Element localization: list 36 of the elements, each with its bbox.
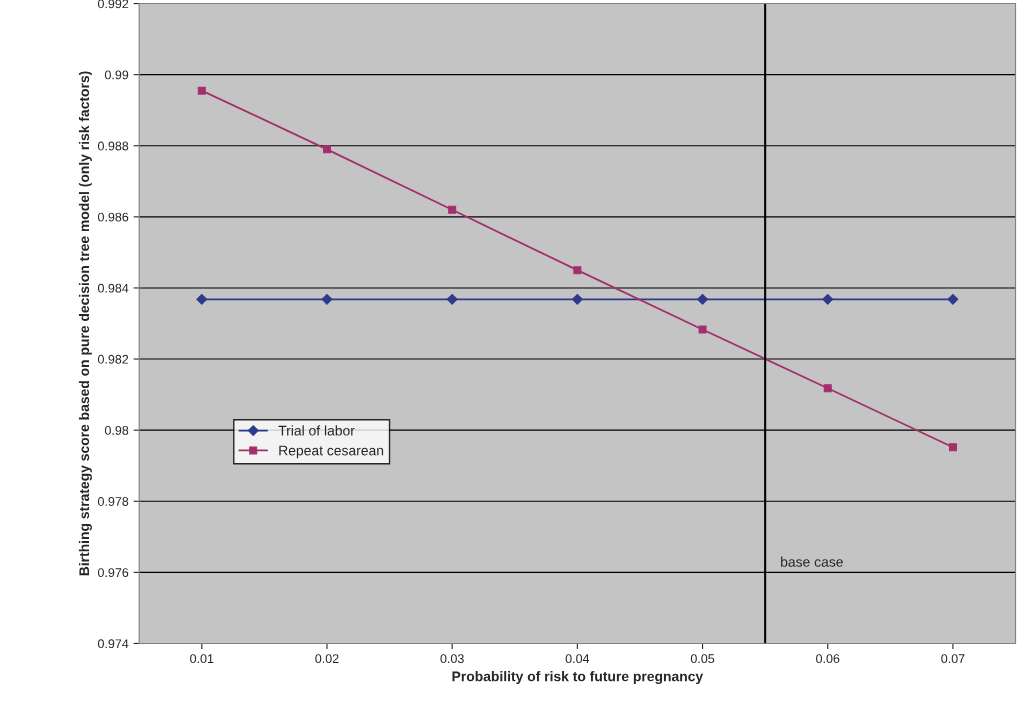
- point: [446, 293, 458, 305]
- y-tick-label: 0.988: [97, 141, 129, 151]
- x-tick-label: 0.07: [941, 654, 965, 664]
- legend-label: Repeat cesarean: [279, 445, 384, 459]
- x-tick-label: 0.02: [315, 654, 339, 664]
- y-tick-label: 0.976: [97, 568, 129, 578]
- point: [322, 145, 331, 154]
- x-tick-label: 0.06: [816, 654, 840, 664]
- x-tick-label: 0.01: [190, 654, 214, 664]
- point: [196, 293, 208, 305]
- y-tick-label: 0.986: [97, 212, 129, 222]
- y-tick-label: 0.98: [104, 425, 129, 435]
- y-tick-label: 0.982: [97, 354, 129, 364]
- ref-line-label: base case: [781, 556, 843, 567]
- y-axis-title: Birthing strategy score based on pure decision tree model (only risk factors): [78, 71, 92, 576]
- point: [823, 384, 832, 393]
- y-tick-label: 0.974: [97, 639, 129, 649]
- x-tick-label: 0.03: [440, 654, 464, 664]
- legend-label: Trial of labor: [278, 425, 355, 436]
- y-tick-label: 0.984: [97, 283, 129, 293]
- y-tick-label: 0.99: [104, 70, 129, 80]
- y-tick-label: 0.978: [97, 497, 129, 506]
- point: [197, 86, 206, 95]
- y-tick-label: 0.992: [97, 0, 129, 9]
- point: [571, 293, 583, 305]
- point: [822, 293, 834, 305]
- x-axis-title: Probability of risk to future pregnancy: [452, 671, 704, 685]
- point: [448, 205, 457, 214]
- point: [698, 325, 707, 334]
- point: [947, 293, 959, 305]
- x-tick-label: 0.04: [565, 654, 590, 664]
- point: [948, 443, 957, 452]
- point: [573, 266, 582, 275]
- x-tick-label: 0.05: [690, 654, 715, 664]
- point: [321, 293, 333, 305]
- point: [697, 293, 708, 305]
